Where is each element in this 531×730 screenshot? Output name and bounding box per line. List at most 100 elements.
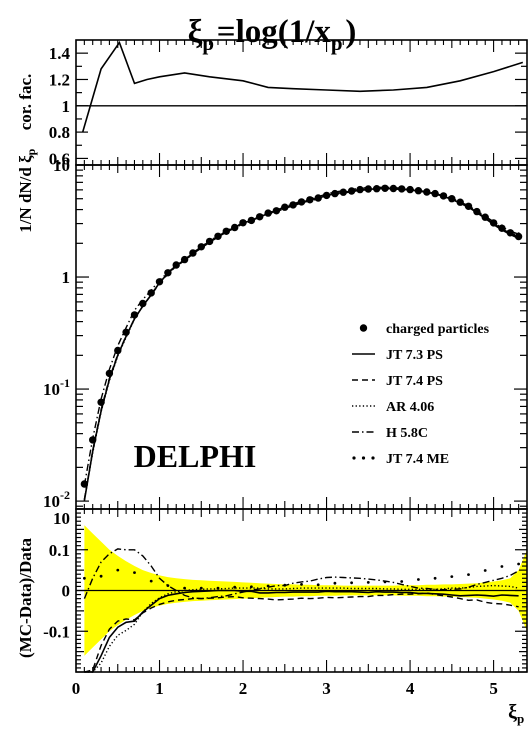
x-tick-label: 0	[72, 679, 81, 698]
me-dot	[183, 258, 186, 261]
me-dot	[317, 196, 320, 199]
me-dot	[350, 188, 353, 192]
me-dot	[367, 186, 370, 190]
me-dot	[350, 581, 353, 585]
corfac-axis-label: cor. fac.	[16, 74, 35, 131]
me-dot	[433, 576, 437, 580]
me-dot	[166, 271, 170, 274]
corfac-frame	[75, 39, 528, 166]
deviation-panel: 0.1 0 -0.1 0 1 2 3 4 5	[43, 508, 528, 698]
me-dot	[166, 584, 170, 587]
series-line	[83, 187, 519, 500]
y-tick-label: 1	[62, 97, 71, 116]
x-axis-label: ξp	[508, 701, 526, 726]
me-dot	[300, 200, 303, 203]
legend-marker	[361, 456, 366, 460]
me-dot	[450, 195, 453, 199]
me-dot	[366, 581, 370, 584]
legend-label: H 5.8C	[386, 426, 428, 441]
x-tick-label: 1	[155, 679, 164, 698]
y-tick-label: 10-1	[43, 376, 70, 399]
me-dot	[250, 218, 253, 222]
me-dot	[133, 311, 136, 314]
me-dot	[383, 186, 387, 189]
me-dot	[517, 562, 520, 566]
deviation-frame	[75, 508, 528, 673]
me-dot	[417, 578, 420, 581]
me-dot	[116, 346, 120, 350]
y-tick-label: 1	[62, 268, 71, 287]
deviation-top-label: 10	[53, 509, 70, 528]
chart-labels: ξp =log(1/xp ) cor. fac. 1/N dN/d ξp (MC…	[16, 14, 526, 726]
y-tick-label: 0	[62, 582, 71, 601]
me-dot	[133, 571, 136, 574]
y-tick-label: 10-2	[43, 488, 70, 511]
me-dot	[216, 234, 220, 238]
me-dot	[316, 583, 320, 587]
me-dot	[266, 584, 270, 588]
me-dot	[333, 581, 337, 585]
chart-title: ξp =log(1/xp )	[188, 14, 357, 55]
y-tick-label: 0.6	[49, 149, 70, 168]
x-tick-label: 2	[239, 679, 248, 698]
me-dot	[283, 583, 287, 587]
me-dot	[484, 213, 487, 216]
deviation-line	[83, 548, 519, 600]
me-dot	[417, 188, 420, 191]
legend-marker	[371, 456, 375, 460]
me-dot	[183, 586, 187, 590]
deviation-axis-label: (MC-Data)/Data	[16, 538, 35, 658]
me-dot	[150, 290, 153, 293]
me-dot	[83, 481, 86, 484]
me-dot	[233, 585, 237, 589]
y-tick-label: -0.1	[43, 622, 70, 641]
y-tick-label: 10	[53, 156, 70, 175]
me-dot	[99, 574, 103, 578]
me-dot	[500, 565, 504, 568]
y-tick-label: 0.1	[49, 541, 70, 560]
me-dot	[300, 583, 303, 586]
me-dot	[400, 186, 403, 189]
series-line	[83, 186, 519, 486]
x-tick-label: 3	[322, 679, 331, 698]
y-tick-label: 1.4	[49, 44, 71, 63]
legend-label: JT 7.4 ME	[386, 452, 449, 467]
x-tick-label: 5	[489, 679, 498, 698]
me-dot	[216, 586, 220, 590]
me-dot	[83, 576, 86, 580]
legend-label: JT 7.4 PS	[386, 374, 443, 389]
me-dot	[250, 585, 253, 589]
me-dot	[200, 245, 203, 248]
me-dot	[199, 586, 203, 590]
legend-label: charged particles	[386, 322, 490, 337]
legend-label: AR 4.06	[386, 400, 434, 415]
corfac-line	[81, 40, 524, 133]
me-dot	[333, 191, 337, 194]
delphi-label: DELPHI	[134, 438, 257, 474]
legend-label: JT 7.3 PS	[386, 348, 443, 363]
y-tick-label: 0.8	[49, 123, 70, 142]
me-dot	[500, 224, 504, 227]
y-tick-label: 1.2	[49, 70, 70, 89]
me-dot	[400, 580, 404, 583]
x-tick-label: 4	[406, 679, 415, 698]
correction-factor-panel: 0.6 0.8 1 1.2 1.4	[49, 39, 528, 168]
me-dot	[467, 203, 470, 206]
legend-marker	[352, 456, 356, 460]
me-dot	[116, 568, 120, 572]
me-dot	[283, 205, 286, 208]
me-dot	[99, 399, 103, 402]
legend-marker	[359, 324, 368, 332]
me-dot	[383, 580, 387, 584]
me-dot	[266, 211, 270, 214]
spectrum-panel: 10 1 10-1 10-2	[43, 156, 528, 511]
legend: charged particles JT 7.3 PS JT 7.4 PS AR 4.…	[352, 322, 490, 467]
me-dot	[517, 232, 520, 235]
deviation-line	[84, 592, 519, 673]
series-line	[83, 188, 519, 500]
me-dot	[233, 225, 236, 229]
me-dot	[483, 569, 487, 572]
spectrum-axis-label: 1/N dN/d ξp	[16, 147, 38, 233]
me-dot	[149, 579, 153, 583]
